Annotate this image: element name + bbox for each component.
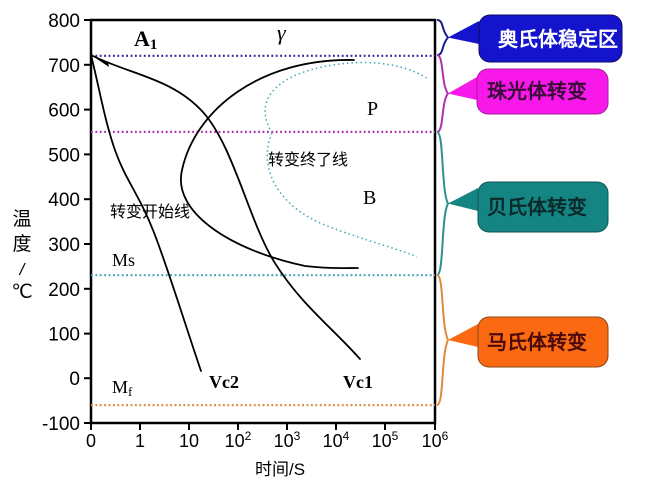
svg-text:度: 度 bbox=[12, 233, 31, 255]
svg-text:-100: -100 bbox=[42, 414, 80, 435]
svg-text:P: P bbox=[367, 98, 378, 120]
svg-text:103: 103 bbox=[274, 429, 301, 451]
svg-text:200: 200 bbox=[48, 280, 80, 301]
svg-text:Vc1: Vc1 bbox=[343, 372, 373, 392]
svg-text:0: 0 bbox=[86, 431, 96, 451]
svg-text:600: 600 bbox=[48, 101, 80, 122]
svg-text:Vc2: Vc2 bbox=[209, 372, 239, 392]
svg-text:时间/S: 时间/S bbox=[255, 460, 305, 479]
svg-text:B: B bbox=[363, 187, 376, 209]
svg-text:10: 10 bbox=[179, 431, 199, 451]
svg-text:400: 400 bbox=[48, 190, 80, 211]
svg-text:温: 温 bbox=[12, 208, 31, 230]
svg-text:105: 105 bbox=[372, 429, 399, 451]
svg-text:珠光体转变: 珠光体转变 bbox=[487, 79, 587, 103]
svg-text:奥氏体稳定区: 奥氏体稳定区 bbox=[498, 27, 618, 51]
svg-text:104: 104 bbox=[323, 429, 350, 451]
svg-text:马氏体转变: 马氏体转变 bbox=[487, 330, 587, 354]
svg-text:℃: ℃ bbox=[11, 282, 32, 303]
svg-text:转变终了线: 转变终了线 bbox=[268, 151, 348, 169]
svg-text:100: 100 bbox=[48, 325, 80, 346]
svg-text:300: 300 bbox=[48, 235, 80, 256]
svg-text:γ: γ bbox=[277, 20, 287, 45]
svg-text:贝氏体转变: 贝氏体转变 bbox=[487, 195, 587, 219]
svg-text:0: 0 bbox=[69, 369, 80, 390]
svg-text:/: / bbox=[19, 260, 27, 279]
svg-text:106: 106 bbox=[422, 429, 449, 451]
svg-text:800: 800 bbox=[48, 11, 80, 32]
svg-text:转变开始线: 转变开始线 bbox=[110, 203, 190, 221]
svg-text:500: 500 bbox=[48, 145, 80, 166]
svg-text:1: 1 bbox=[135, 431, 145, 451]
svg-text:102: 102 bbox=[225, 429, 252, 451]
svg-text:Ms: Ms bbox=[112, 250, 135, 270]
svg-text:700: 700 bbox=[48, 56, 80, 77]
